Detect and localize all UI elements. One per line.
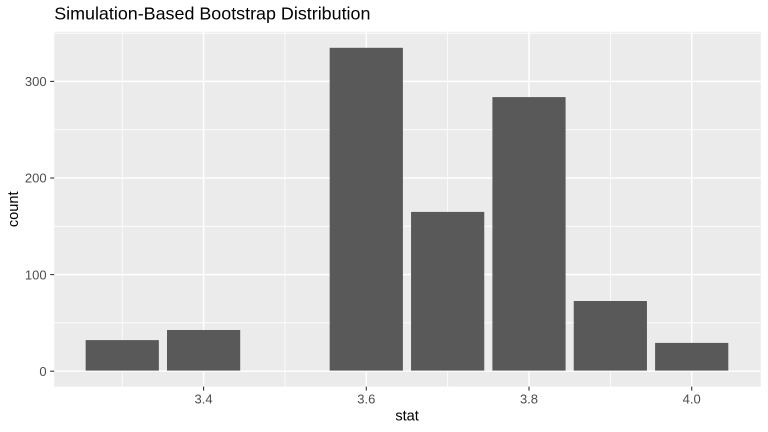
svg-text:200: 200 [25, 171, 47, 186]
svg-text:0: 0 [39, 364, 46, 379]
svg-text:stat: stat [395, 409, 419, 425]
svg-text:3.4: 3.4 [195, 391, 213, 406]
svg-text:100: 100 [25, 267, 47, 282]
svg-text:Simulation-Based Bootstrap Dis: Simulation-Based Bootstrap Distribution [54, 3, 370, 23]
svg-text:4.0: 4.0 [683, 391, 701, 406]
svg-text:count: count [6, 191, 22, 227]
svg-text:300: 300 [25, 74, 47, 89]
svg-text:3.6: 3.6 [357, 391, 375, 406]
svg-text:3.8: 3.8 [520, 391, 538, 406]
